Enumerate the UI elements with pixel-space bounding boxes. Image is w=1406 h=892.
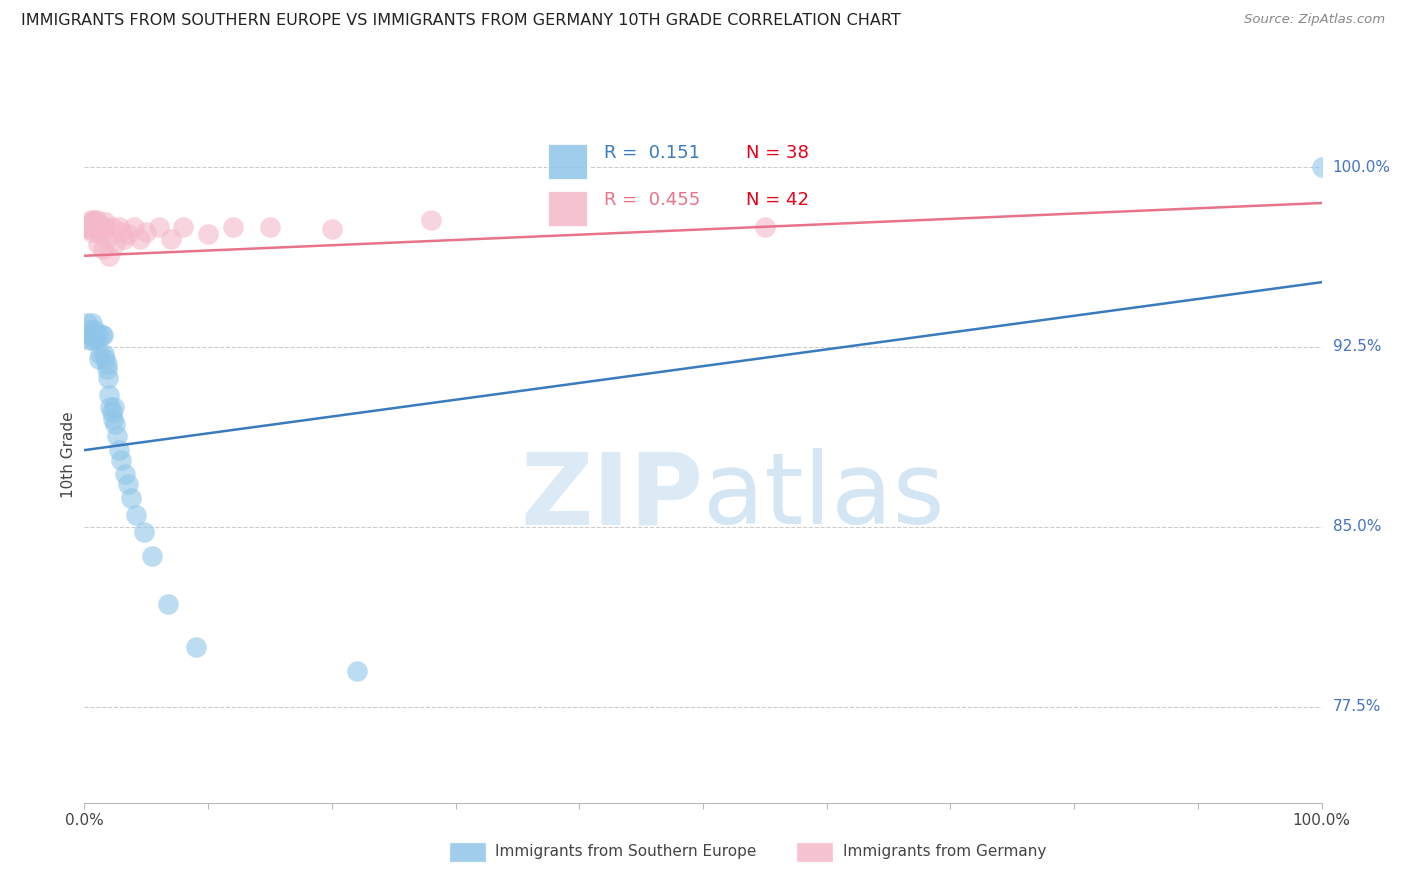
- Text: 92.5%: 92.5%: [1333, 340, 1381, 354]
- Point: [108, 219, 131, 234]
- Point: [184, 640, 207, 654]
- Point: [90, 328, 112, 343]
- Point: [103, 400, 125, 414]
- Point: [89, 219, 111, 234]
- Point: [160, 232, 183, 246]
- Point: [90, 219, 112, 234]
- FancyBboxPatch shape: [548, 191, 588, 227]
- Point: [79, 215, 101, 229]
- Point: [98, 400, 121, 414]
- Point: [419, 212, 441, 227]
- Text: 77.5%: 77.5%: [1333, 699, 1381, 714]
- Point: [100, 405, 122, 419]
- Point: [87, 328, 110, 343]
- Point: [76, 219, 98, 234]
- Text: IMMIGRANTS FROM SOUTHERN EUROPE VS IMMIGRANTS FROM GERMANY 10TH GRADE CORRELATIO: IMMIGRANTS FROM SOUTHERN EUROPE VS IMMIG…: [21, 13, 901, 29]
- Point: [104, 417, 127, 431]
- Point: [132, 524, 155, 539]
- Point: [157, 597, 180, 611]
- Point: [141, 549, 163, 563]
- Point: [122, 219, 145, 234]
- FancyBboxPatch shape: [548, 144, 588, 180]
- Point: [110, 452, 132, 467]
- FancyBboxPatch shape: [450, 842, 486, 862]
- Point: [82, 219, 104, 234]
- Point: [82, 333, 104, 347]
- Point: [259, 219, 281, 234]
- Point: [97, 371, 120, 385]
- Point: [114, 467, 136, 482]
- Point: [83, 218, 105, 232]
- Point: [117, 227, 139, 242]
- Point: [84, 323, 107, 337]
- Point: [101, 412, 124, 426]
- Point: [80, 316, 103, 330]
- Point: [83, 212, 105, 227]
- Y-axis label: 10th Grade: 10th Grade: [60, 411, 76, 499]
- Point: [105, 428, 128, 442]
- Point: [321, 222, 343, 236]
- Point: [93, 219, 115, 234]
- Point: [754, 219, 776, 234]
- Point: [94, 351, 117, 366]
- Point: [93, 347, 115, 361]
- Point: [79, 323, 101, 337]
- Point: [110, 225, 132, 239]
- Point: [87, 236, 110, 251]
- Point: [77, 219, 100, 234]
- Point: [89, 227, 111, 242]
- Point: [100, 219, 122, 234]
- Point: [91, 328, 114, 343]
- Point: [80, 225, 103, 239]
- Point: [89, 351, 111, 366]
- Point: [104, 236, 127, 251]
- Point: [98, 249, 121, 263]
- Point: [112, 232, 135, 246]
- Point: [86, 333, 108, 347]
- Point: [94, 215, 117, 229]
- Point: [108, 443, 131, 458]
- Point: [80, 218, 103, 232]
- Point: [222, 219, 245, 234]
- Point: [96, 232, 118, 246]
- Text: Immigrants from Southern Europe: Immigrants from Southern Europe: [495, 844, 756, 859]
- Point: [79, 222, 101, 236]
- Point: [89, 347, 111, 361]
- Point: [346, 664, 368, 678]
- Text: Source: ZipAtlas.com: Source: ZipAtlas.com: [1244, 13, 1385, 27]
- Text: ZIP: ZIP: [520, 448, 703, 545]
- FancyBboxPatch shape: [796, 842, 832, 862]
- Point: [96, 361, 118, 376]
- Point: [86, 218, 108, 232]
- Point: [135, 225, 157, 239]
- Point: [117, 476, 139, 491]
- Text: atlas: atlas: [703, 448, 945, 545]
- Text: Immigrants from Germany: Immigrants from Germany: [842, 844, 1046, 859]
- Point: [148, 219, 170, 234]
- Point: [197, 227, 219, 242]
- Point: [84, 215, 107, 229]
- Point: [79, 212, 101, 227]
- Point: [125, 508, 148, 522]
- Point: [76, 316, 98, 330]
- Text: R =  0.455: R = 0.455: [605, 191, 700, 210]
- Text: 85.0%: 85.0%: [1333, 519, 1381, 534]
- Text: 100.0%: 100.0%: [1333, 160, 1391, 175]
- Point: [82, 215, 104, 229]
- Text: R =  0.151: R = 0.151: [605, 144, 700, 162]
- Text: N = 42: N = 42: [747, 191, 810, 210]
- Point: [86, 212, 108, 227]
- Point: [83, 330, 105, 344]
- Point: [129, 232, 152, 246]
- Point: [79, 328, 101, 343]
- Point: [84, 219, 107, 234]
- Point: [91, 242, 114, 256]
- Point: [172, 219, 194, 234]
- Point: [96, 357, 118, 371]
- Point: [1310, 160, 1333, 174]
- Point: [98, 388, 121, 402]
- Text: N = 38: N = 38: [747, 144, 810, 162]
- Point: [79, 333, 101, 347]
- Point: [120, 491, 142, 505]
